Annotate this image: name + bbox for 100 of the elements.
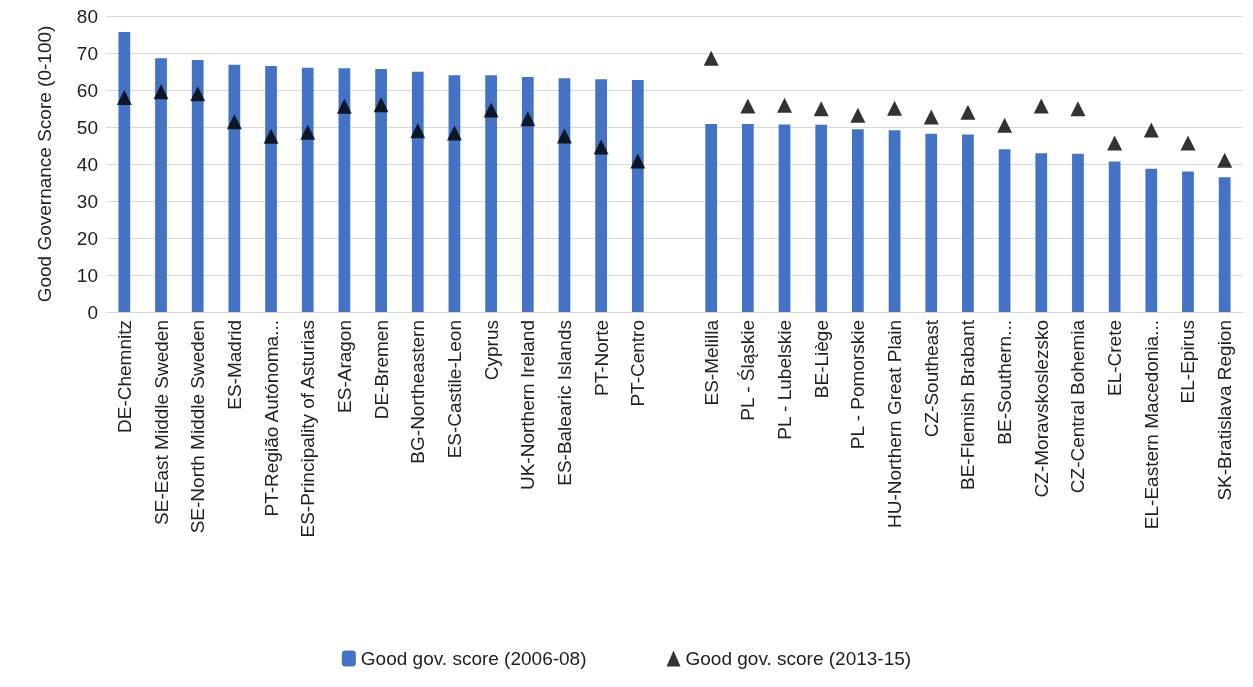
bar <box>998 149 1011 312</box>
x-tick-label: SK-Bratislava Region <box>1214 320 1236 501</box>
bar <box>411 71 424 312</box>
point <box>887 100 903 116</box>
x-tick-label: DE-Bremen <box>370 320 392 420</box>
point <box>410 123 426 139</box>
x-tick-label: ES-Principality of Asturias <box>297 320 319 538</box>
x-tick-label: EL-Epirus <box>1177 320 1199 404</box>
bar <box>375 68 387 312</box>
bar <box>228 64 241 312</box>
x-tick-label: BE-Flemish Brabant <box>957 319 979 491</box>
x-tick-label: DE-Chemnitz <box>113 320 135 433</box>
point <box>116 89 132 105</box>
point <box>446 125 462 141</box>
legend-label: Good gov. score (2013-15) <box>685 648 912 669</box>
point <box>1217 152 1233 168</box>
bar <box>448 75 461 312</box>
bar <box>1108 161 1121 312</box>
x-tick-label: PL - Śląskie <box>737 320 759 421</box>
point <box>740 98 756 114</box>
y-tick-label: 30 <box>76 190 98 212</box>
bar <box>1035 153 1048 312</box>
bar <box>1145 168 1158 312</box>
x-tick-label: ES-Castile-Leon <box>443 320 465 459</box>
x-tick-label: ES-Madrid <box>223 320 245 410</box>
y-tick-label: 0 <box>87 301 98 323</box>
y-axis-title: Good Governance Score (0-100) <box>34 25 55 303</box>
bar <box>888 130 901 312</box>
bar <box>852 129 864 312</box>
legend-label: Good gov. score (2006-08) <box>360 648 587 669</box>
x-tick-label: EL-Eastern Macedonia... <box>1140 320 1162 530</box>
bar <box>595 79 608 312</box>
y-tick-label: 80 <box>76 5 98 27</box>
bar <box>338 68 351 312</box>
point <box>1143 122 1159 138</box>
bar <box>191 60 204 312</box>
bar <box>118 31 131 312</box>
x-tick-label: ES-Aragon <box>333 320 355 413</box>
x-tick-label: PT-Norte <box>590 320 612 397</box>
y-tick-label: 70 <box>76 42 98 64</box>
y-tick-label: 40 <box>76 153 98 175</box>
x-tick-label: ES-Balearic Islands <box>553 320 575 486</box>
bar <box>155 58 167 312</box>
point <box>813 101 829 117</box>
x-tick-label: HU-Northern Great Plain <box>884 320 906 529</box>
bar <box>265 65 277 312</box>
x-tick-label: CZ-Central Bohemia <box>1067 319 1089 494</box>
point <box>703 50 719 66</box>
y-tick-label: 10 <box>76 264 98 286</box>
y-tick-label: 60 <box>76 79 98 101</box>
x-tick-label: CZ-Southeast <box>920 319 942 438</box>
x-tick-label: BE-Southern... <box>994 320 1016 445</box>
point <box>226 114 242 130</box>
x-tick-label: Cyprus <box>480 320 502 381</box>
bar <box>1072 153 1084 312</box>
x-tick-label: PL - Lubelskie <box>774 320 796 440</box>
bar <box>1218 177 1231 312</box>
point <box>190 86 206 102</box>
point <box>630 153 646 169</box>
y-tick-label: 20 <box>76 227 98 249</box>
x-tick-label: PT-Região Autónoma... <box>260 320 282 517</box>
bar <box>778 124 791 312</box>
bar <box>815 124 828 312</box>
point <box>1033 98 1049 114</box>
point <box>520 111 536 127</box>
x-tick-label: ES-Melilla <box>700 319 722 406</box>
bar <box>485 75 497 312</box>
point <box>483 102 499 118</box>
point <box>997 117 1013 133</box>
bar <box>521 77 534 312</box>
x-tick-label: EL-Crete <box>1104 320 1126 397</box>
point <box>556 128 572 144</box>
bar <box>301 67 314 312</box>
point <box>373 97 389 113</box>
point <box>300 124 316 140</box>
x-tick-label: PL - Pomorskie <box>847 320 869 450</box>
bar <box>705 124 718 312</box>
x-tick-label: PT-Centro <box>627 320 649 407</box>
point <box>593 139 609 155</box>
point <box>1107 135 1123 151</box>
x-tick-label: SE-East Middle Sweden <box>150 320 172 525</box>
bar <box>1182 171 1194 312</box>
x-tick-label: SE-North Middle Sweden <box>187 320 209 534</box>
y-tick-label: 50 <box>76 116 98 138</box>
bar <box>631 80 644 312</box>
point <box>153 84 169 100</box>
point <box>263 128 279 144</box>
point <box>1180 135 1196 151</box>
x-tick-label: BG-Northeastern <box>407 320 429 464</box>
x-tick-label: CZ-Moravskoslezsko <box>1030 320 1052 498</box>
point <box>960 104 976 120</box>
bar <box>741 124 754 312</box>
bar <box>558 78 571 312</box>
bar <box>925 133 938 312</box>
point <box>850 107 866 123</box>
bar <box>962 134 974 312</box>
x-tick-label: UK-Northern Ireland <box>517 320 539 491</box>
point <box>777 97 793 113</box>
x-tick-label: BE-Liège <box>810 320 832 399</box>
point <box>1070 101 1086 117</box>
